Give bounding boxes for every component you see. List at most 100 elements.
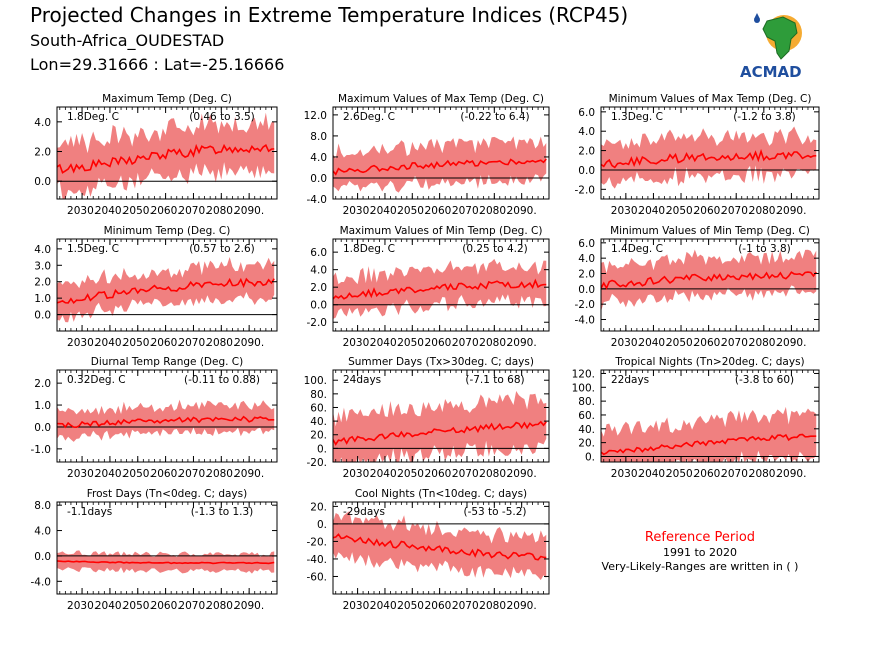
y-tick-label: 0.0: [578, 284, 595, 296]
plot-frame: [56, 238, 278, 332]
y-tick-label: 4.0: [34, 117, 51, 129]
x-tick-label: 2060.: [694, 468, 724, 480]
chart-4: 2030.2040.2050.2060.2070.2080.2090. 0.0 1.…: [34, 225, 278, 349]
chart-3: 2030.2040.2050.2060.2070.2080.2090. -2.0 0…: [575, 93, 820, 217]
likely-range-band: [601, 249, 817, 312]
y-tick-label: 0.0: [34, 422, 51, 434]
plot-frame: [600, 369, 820, 463]
x-tick-label: 2040.: [638, 205, 668, 217]
chart-title: Maximum Temp (Deg. C): [102, 93, 232, 105]
chart-title: Minimum Values of Min Temp (Deg. C): [610, 225, 810, 237]
y-tick-label: 100.: [572, 382, 595, 394]
likely-range-value: (0.46 to 3.5): [189, 111, 255, 123]
x-tick-label: 2040.: [638, 468, 668, 480]
chart-title: Minimum Temp (Deg. C): [104, 225, 231, 237]
reference-period-box: Reference Period 1991 to 2020 Very-Likel…: [585, 530, 815, 573]
y-tick-label: 0.: [585, 451, 595, 463]
plot-frame: [56, 369, 278, 463]
chart-6: 2030.2040.2050.2060.2070.2080.2090. -4.0 -…: [575, 225, 820, 349]
x-tick-label: 2030.: [611, 337, 641, 349]
median-line: [601, 148, 817, 169]
plot-frame: [332, 369, 550, 463]
chart-plot-area: [333, 390, 549, 462]
plot-frame: [332, 106, 550, 200]
x-tick-label: 2090.: [234, 600, 264, 612]
chart-title: Frost Days (Tn<0deg. C; days): [87, 488, 247, 500]
x-tick-label: 2040.: [95, 337, 125, 349]
chart-plot-area: [333, 136, 549, 193]
x-tick-label: 2040.: [370, 205, 400, 217]
x-tick-label: 2050.: [397, 468, 427, 480]
x-tick-label: 2090.: [507, 205, 537, 217]
x-tick-label: 2060.: [694, 205, 724, 217]
x-tick-label: 2070.: [452, 468, 482, 480]
change-value: 1.4Deg. C: [611, 243, 663, 255]
x-tick-label: 2080.: [749, 337, 779, 349]
likely-range-value: (-1 to 3.8): [738, 243, 791, 255]
acmad-logo-text: ACMAD: [740, 63, 802, 81]
x-tick-label: 2050.: [666, 337, 696, 349]
y-tick-label: -60.: [307, 571, 328, 583]
x-tick-label: 2050.: [666, 205, 696, 217]
y-tick-label: 60.: [310, 402, 327, 414]
y-tick-label: 80.: [310, 389, 327, 401]
y-tick-label: 0.: [317, 519, 327, 531]
x-tick-label: 2030.: [343, 600, 373, 612]
chart-title: Minimum Values of Max Temp (Deg. C): [609, 93, 812, 105]
chart-plot-area: [333, 511, 549, 580]
x-tick-label: 2040.: [95, 600, 125, 612]
x-tick-label: 2050.: [123, 468, 153, 480]
x-tick-label: 2050.: [123, 205, 153, 217]
chart-plot-area: [57, 256, 277, 323]
x-tick-label: 2050.: [397, 205, 427, 217]
likely-range-value: (0.57 to 2.6): [189, 243, 255, 255]
y-tick-label: 2.0: [578, 146, 595, 158]
y-tick-label: 0.0: [310, 173, 327, 185]
y-tick-label: -20.: [307, 457, 328, 469]
x-tick-label: 2070.: [721, 468, 751, 480]
y-tick-label: 0.0: [34, 551, 51, 563]
y-tick-label: 6.0: [310, 247, 327, 259]
x-tick-label: 2030.: [67, 468, 97, 480]
x-tick-label: 2040.: [370, 337, 400, 349]
median-line: [57, 277, 275, 304]
x-tick-label: 2090.: [234, 205, 264, 217]
change-value: 22days: [611, 374, 649, 386]
x-tick-label: 2070.: [721, 337, 751, 349]
chart-11: 2030.2040.2050.2060.2070.2080.2090. -60. -…: [307, 488, 550, 612]
x-tick-label: 2090.: [776, 205, 806, 217]
x-tick-label: 2040.: [95, 205, 125, 217]
x-tick-label: 2070.: [452, 600, 482, 612]
likely-range-value: (-7.1 to 68): [465, 374, 524, 386]
y-tick-label: 12.0: [304, 110, 327, 122]
y-tick-label: 8.0: [34, 500, 51, 512]
x-tick-label: 2060.: [151, 600, 181, 612]
median-line: [333, 158, 547, 176]
likely-range-value: (0.25 to 4.2): [462, 243, 528, 255]
y-tick-label: 1.0: [34, 400, 51, 412]
plot-frame: [600, 238, 820, 332]
median-line: [601, 271, 817, 290]
y-tick-label: 4.0: [578, 253, 595, 265]
likely-range-value: (-1.3 to 1.3): [191, 506, 254, 518]
change-value: -1.1days: [67, 506, 112, 518]
x-tick-label: 2070.: [178, 337, 208, 349]
chart-plot-area: [601, 406, 819, 462]
x-tick-label: 2050.: [397, 337, 427, 349]
change-value: 1.3Deg. C: [611, 111, 663, 123]
median-line: [333, 533, 547, 561]
likely-range-band: [57, 399, 275, 442]
chart-title: Cool Nights (Tn<10deg. C; days): [355, 488, 527, 500]
chart-title: Tropical Nights (Tn>20deg. C; days): [614, 356, 804, 368]
y-tick-label: 20.: [310, 501, 327, 513]
x-tick-label: 2040.: [370, 600, 400, 612]
y-tick-label: 1.0: [34, 293, 51, 305]
y-tick-label: 0.0: [310, 300, 327, 312]
x-tick-label: 2030.: [611, 468, 641, 480]
chart-title: Maximum Values of Min Temp (Deg. C): [340, 225, 543, 237]
chart-1: 2030.2040.2050.2060.2070.2080.2090. 0.0 2.…: [34, 93, 278, 217]
y-tick-label: 60.: [578, 410, 595, 422]
chart-plot-area: [333, 258, 549, 320]
x-tick-label: 2090.: [234, 337, 264, 349]
